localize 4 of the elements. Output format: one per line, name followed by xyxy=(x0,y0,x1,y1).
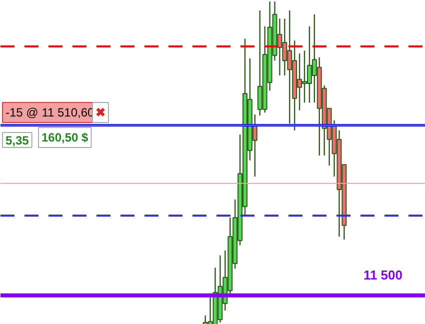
text: 160,50 $ xyxy=(42,130,89,144)
text: ✖ xyxy=(96,106,106,120)
text: 11 500 xyxy=(363,268,402,282)
text: 5,35 xyxy=(6,134,30,148)
